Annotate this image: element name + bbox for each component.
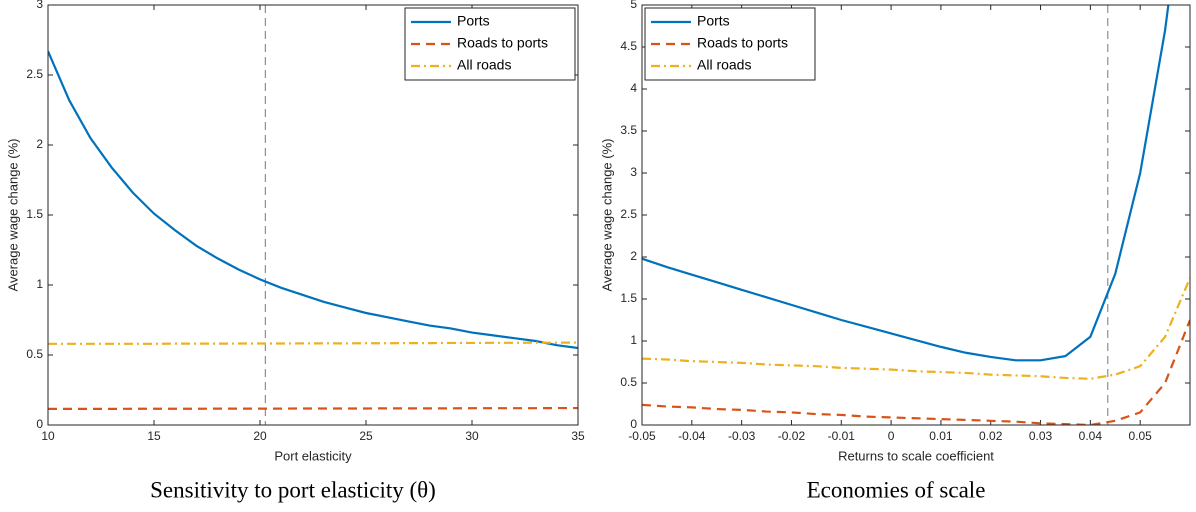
legend-label: Ports [457,13,490,29]
x-tick-label: 0.04 [1079,429,1103,443]
series-line [48,406,578,410]
y-tick-label: 2.5 [620,207,637,221]
x-tick-label: -0.03 [728,429,756,443]
series-line [642,319,1190,425]
series-line [642,277,1190,380]
y-tick-label: 0.5 [620,375,637,389]
x-tick-label: 0.05 [1129,429,1153,443]
y-tick-label: 3 [630,165,637,179]
legend-label: Roads to ports [457,35,548,51]
series-group [48,50,578,410]
y-axis-label: Average wage change (%) [599,139,614,292]
axes-box [47,4,579,426]
x-tick-label: -0.02 [778,429,806,443]
series-line [48,50,578,350]
y-tick-label: 1.5 [620,291,637,305]
y-tick-label: 0.5 [26,347,43,361]
x-tick-label: 0.03 [1029,429,1053,443]
caption: Sensitivity to port elasticity (θ) [150,477,436,502]
y-tick-label: 2 [36,137,43,151]
x-tick-label: 15 [147,429,161,443]
y-tick-label: 1 [36,277,43,291]
x-tick-label: 25 [359,429,373,443]
x-tick-label: -0.01 [828,429,856,443]
axes-box [641,4,1191,426]
y-tick-label: 2.5 [26,67,43,81]
x-tick-label: 10 [41,429,55,443]
legend-label: Roads to ports [697,35,788,51]
series-line [642,5,1170,362]
legend-label: All roads [697,57,751,73]
y-axis-label: Average wage change (%) [5,139,20,292]
y-tick-label: 3.5 [620,123,637,137]
x-tick-label: 35 [571,429,585,443]
y-tick-label: 5 [630,0,637,11]
x-tick-label: 20 [253,429,267,443]
x-tick-label: 30 [465,429,479,443]
x-tick-label: -0.04 [678,429,706,443]
y-tick-label: 1 [630,333,637,347]
x-tick-label: 0.02 [979,429,1003,443]
x-axis-label: Returns to scale coefficient [838,448,994,463]
caption: Economies of scale [807,477,986,502]
y-tick-label: 3 [36,0,43,11]
y-tick-label: 4 [630,81,637,95]
y-tick-label: 1.5 [26,207,43,221]
x-axis-label: Port elasticity [274,448,352,463]
y-tick-label: 0 [36,417,43,431]
y-tick-label: 4.5 [620,39,637,53]
y-tick-label: 0 [630,417,637,431]
series-line [48,341,578,345]
x-tick-label: -0.05 [628,429,656,443]
legend-label: Ports [697,13,730,29]
y-tick-label: 2 [630,249,637,263]
series-group [642,5,1190,425]
legend-label: All roads [457,57,511,73]
x-tick-label: 0 [888,429,895,443]
x-tick-label: 0.01 [929,429,953,443]
